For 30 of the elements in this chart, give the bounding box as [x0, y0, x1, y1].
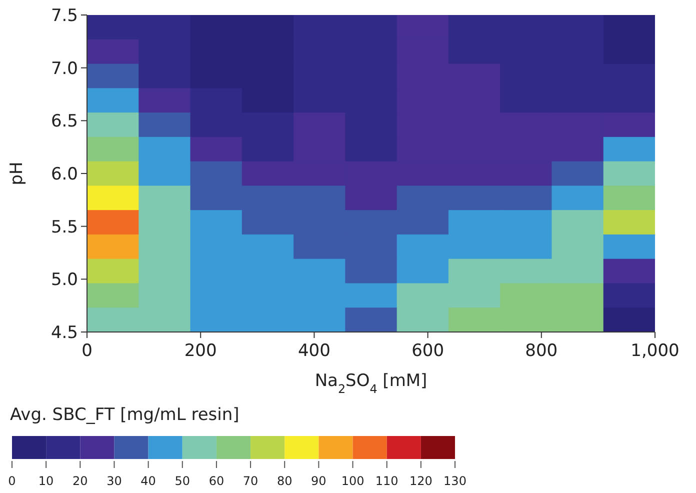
y-tick-label: 5.0 — [50, 270, 78, 290]
y-tick-label: 6.0 — [50, 164, 78, 184]
y-tick-label: 7.5 — [50, 6, 78, 26]
color-bar-label: 130 — [444, 474, 466, 488]
color-bar-label: 80 — [276, 474, 292, 488]
color-bar-label: 20 — [72, 474, 88, 488]
x-tick-label: 1,000 — [630, 341, 680, 361]
color-bar-label: 120 — [409, 474, 432, 488]
color-bar-label: 50 — [174, 474, 190, 488]
color-bar-label: 40 — [140, 474, 156, 488]
x-tick-label: 800 — [525, 341, 558, 361]
color-bar-label: 110 — [375, 474, 398, 488]
y-tick-label: 6.5 — [50, 112, 78, 132]
y-tick-label: 4.5 — [50, 323, 78, 343]
x-axis-title: Na$_{2}$SO$_{4}$ [mM] — [314, 371, 428, 396]
color-bar-label: 30 — [106, 474, 122, 488]
color-bar-label: 70 — [242, 474, 258, 488]
x-tick-label: 600 — [412, 341, 444, 361]
x-tick-label: 400 — [298, 341, 330, 361]
color-bar-label: 60 — [208, 474, 224, 488]
color-bar-label: 100 — [341, 474, 364, 488]
y-tick-label: 7.0 — [50, 58, 78, 79]
x-tick-label: 0 — [82, 341, 92, 361]
color-bar-label: 90 — [311, 474, 326, 488]
y-tick-label: 5.5 — [50, 217, 78, 238]
y-axis-title: pH — [7, 162, 27, 186]
color-bar-label: 0 — [8, 474, 16, 488]
color-bar-title: Avg. SBC_FT [mg/mL resin] — [10, 405, 240, 425]
x-tick-label: 200 — [184, 341, 217, 361]
color-bar-label: 10 — [38, 474, 54, 488]
